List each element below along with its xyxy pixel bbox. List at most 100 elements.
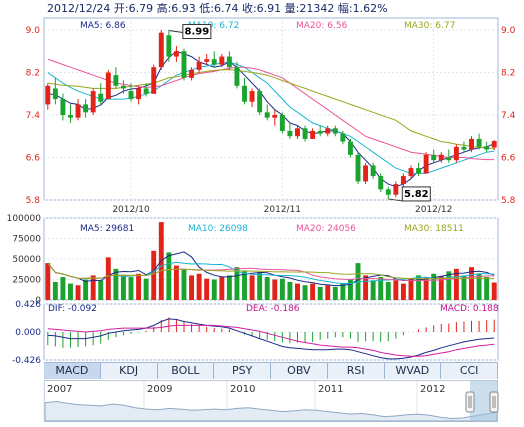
volume-bar: [310, 283, 316, 300]
volume-ma-line: [47, 251, 495, 287]
volume-bar: [113, 268, 119, 300]
volume-bar: [469, 267, 474, 300]
volume-bar: [302, 285, 308, 300]
volume-bar: [378, 277, 384, 300]
candle-body: [83, 104, 89, 113]
candle-body: [166, 35, 172, 57]
volume-bar: [128, 277, 134, 300]
volume-bar: [393, 280, 399, 300]
candle-body: [317, 130, 323, 134]
volume-panel-frame: [43, 217, 499, 301]
tab-psy[interactable]: PSY: [214, 363, 271, 379]
candle-body: [340, 133, 346, 142]
candle-body: [264, 112, 270, 118]
volume-bar: [90, 275, 96, 300]
price-y-tick-left: 6.6: [26, 154, 41, 164]
high-marker-box: [182, 24, 212, 40]
candle-body: [234, 67, 240, 86]
volume-bar: [173, 265, 179, 300]
macd-indicator-label: MACD: 0.188: [440, 304, 499, 314]
tab-rsi[interactable]: RSI: [327, 363, 385, 379]
candle-body: [416, 168, 422, 174]
volume-bar: [287, 281, 293, 300]
volume-bar: [400, 283, 406, 300]
volume-bar: [204, 278, 210, 300]
price-y-tick-left: 9.0: [26, 26, 41, 36]
volume-bar: [151, 250, 157, 300]
candle-body: [378, 176, 384, 190]
indicator-tab-bar: MACD KDJ BOLL PSY OBV RSI WVAD CCI: [44, 362, 498, 379]
volume-bar: [196, 273, 202, 300]
volume-bar: [461, 275, 467, 300]
candle-body: [295, 128, 300, 137]
price-panel-frame: [43, 17, 499, 201]
volume-bar: [105, 257, 111, 300]
low-marker-label: 5.82: [404, 189, 429, 200]
price-ma-label: MA30: 6.77: [404, 21, 455, 31]
macd-dea-line: [47, 324, 495, 357]
candle-body: [242, 85, 247, 102]
volume-bar: [83, 279, 89, 300]
volume-bar: [60, 277, 66, 300]
high-marker-label: 8.99: [185, 27, 210, 38]
volume-ma-line: [47, 261, 495, 284]
candle-body: [52, 88, 58, 100]
volume-bar: [98, 280, 104, 300]
candle-body: [204, 59, 210, 62]
candle-body: [325, 128, 331, 134]
tab-obv[interactable]: OBV: [271, 363, 328, 379]
price-y-tick-left: 5.8: [26, 196, 41, 206]
candle-body: [181, 51, 187, 78]
volume-bar: [189, 275, 195, 300]
candle-body: [355, 154, 361, 182]
tab-kdj[interactable]: KDJ: [100, 363, 158, 379]
tab-macd[interactable]: MACD: [44, 363, 101, 379]
candle-body: [257, 91, 263, 113]
candle-body: [143, 88, 149, 94]
volume-bar: [446, 271, 452, 300]
volume-bar: [52, 281, 58, 300]
volume-bar: [166, 252, 172, 300]
tab-boll[interactable]: BOLL: [157, 363, 215, 379]
candle-body: [279, 115, 285, 131]
tab-wvad[interactable]: WVAD: [384, 363, 442, 379]
price-ma-label: MA10: 6.72: [188, 21, 239, 31]
price-ma20-line: [47, 58, 495, 161]
candle-body: [68, 115, 73, 118]
volume-bar: [340, 283, 346, 300]
volume-ma-line: [47, 262, 495, 280]
candle-body: [173, 51, 179, 57]
macd-indicator-label: DEA: -0.186: [246, 304, 300, 314]
volume-bar: [370, 280, 376, 300]
volume-bar: [249, 275, 255, 300]
candle-body: [151, 67, 157, 94]
volume-bar: [408, 278, 414, 300]
candle-body: [189, 69, 195, 78]
candle-body: [158, 32, 164, 68]
price-x-tick: 2012/11: [264, 205, 301, 215]
volume-bar: [363, 275, 369, 300]
candle-body: [45, 85, 51, 105]
volume-bar: [264, 277, 270, 300]
volume-ma-label: MA20: 24056: [296, 224, 356, 234]
volume-bar: [484, 277, 490, 300]
candle-body: [120, 85, 126, 89]
volume-bar: [75, 285, 81, 300]
volume-bar: [226, 275, 232, 300]
candle-body: [446, 157, 452, 161]
volume-bar: [423, 277, 429, 300]
candle-body: [136, 88, 142, 100]
candle-body: [211, 59, 217, 65]
volume-bar: [453, 268, 459, 300]
tab-cci[interactable]: CCI: [441, 363, 498, 379]
time-range-navigator[interactable]: [44, 380, 498, 422]
macd-panel-frame: [43, 303, 499, 361]
volume-bar: [295, 283, 300, 300]
candle-body: [347, 141, 353, 155]
macd-y-tick: -0.426: [12, 356, 41, 366]
price-x-tick: 2012/10: [112, 205, 150, 215]
candle-body: [491, 141, 497, 148]
candle-body: [484, 146, 490, 150]
volume-bar: [272, 279, 278, 300]
volume-bar: [476, 273, 482, 300]
